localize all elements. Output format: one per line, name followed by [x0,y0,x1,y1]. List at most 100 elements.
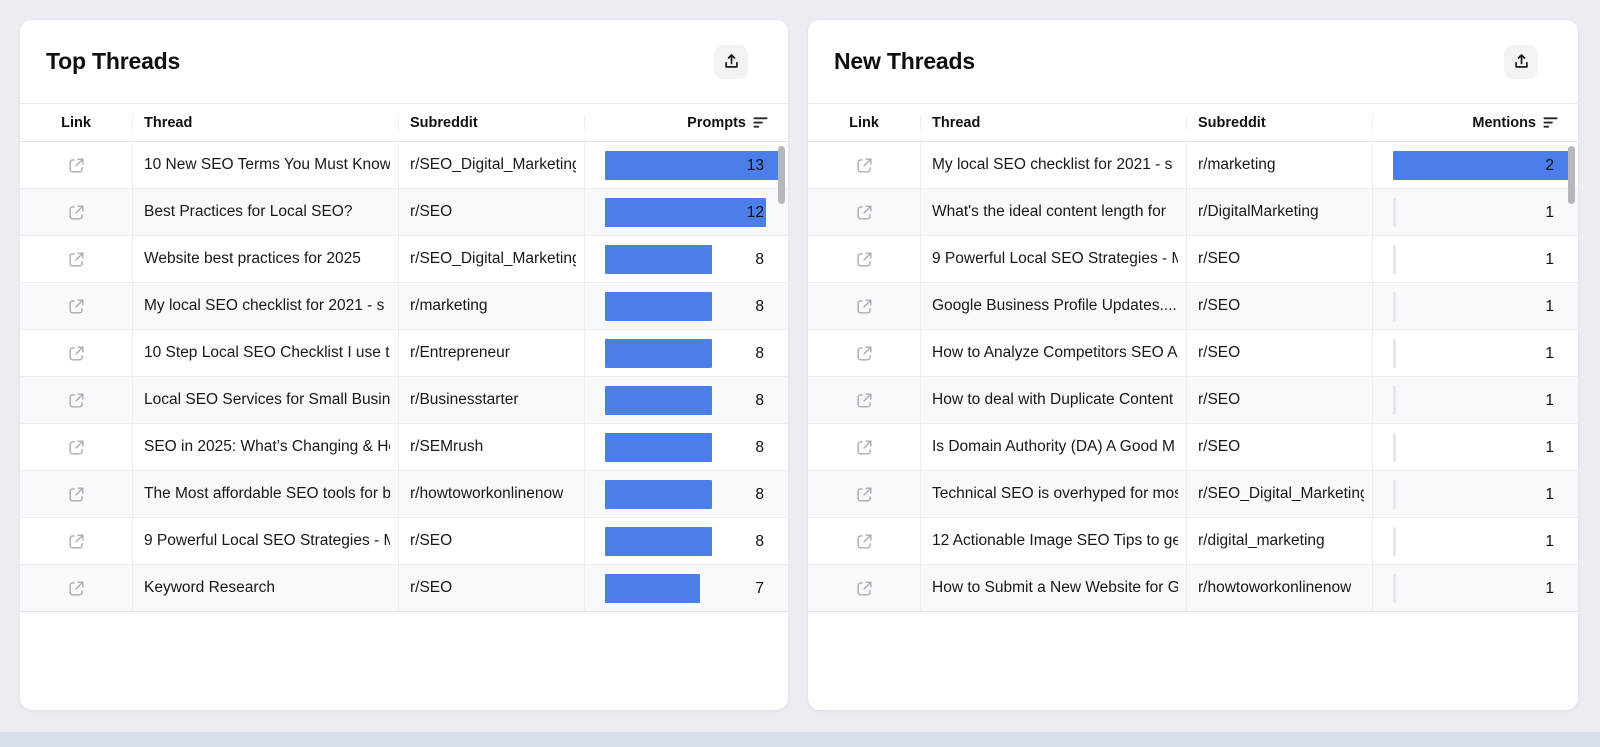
external-link-icon[interactable] [67,250,86,269]
bar-track [1393,386,1570,415]
thread-cell: Google Business Profile Updates..... [921,283,1187,329]
value-label: 7 [755,579,764,597]
thread-cell: Website best practices for 2025 [133,236,399,282]
value-cell: 1 [1373,377,1578,423]
table-row: 10 Step Local SEO Checklist I use t r/En… [20,330,788,377]
value-cell: 8 [585,330,788,376]
bar-track [605,574,780,603]
value-cell: 8 [585,283,788,329]
bar-track [1393,198,1570,227]
table-row: Is Domain Authority (DA) A Good M r/SEO … [808,424,1578,471]
thread-cell: My local SEO checklist for 2021 - s [133,283,399,329]
external-link-icon[interactable] [855,391,874,410]
sort-descending-icon[interactable] [753,115,768,130]
column-header-value[interactable]: Prompts [585,115,788,131]
external-link-icon[interactable] [67,579,86,598]
table-body: 10 New SEO Terms You Must Know r/SEO_Dig… [20,142,788,612]
external-link-icon[interactable] [67,344,86,363]
bar-track [1393,527,1570,556]
value-cell: 12 [585,189,788,235]
value-label: 2 [1545,156,1554,174]
link-cell [808,565,921,611]
value-bar [605,339,712,368]
value-label: 8 [755,532,764,550]
value-label: 1 [1545,579,1554,597]
table-header-row: Link Thread Subreddit Prompts [20,104,788,142]
thread-cell: How to Analyze Competitors SEO A [921,330,1187,376]
value-bar [605,292,712,321]
thread-title: Google Business Profile Updates..... [932,297,1178,314]
value-label: 1 [1545,250,1554,268]
value-label: 8 [755,391,764,409]
subreddit-name: r/SEO [410,203,453,220]
subreddit-cell: r/SEO_Digital_Marketing [399,236,585,282]
subreddit-cell: r/SEO [399,189,585,235]
subreddit-name: r/Entrepreneur [410,344,510,361]
subreddit-cell: r/SEO [399,518,585,564]
external-link-icon[interactable] [855,438,874,457]
value-cell: 2 [1373,142,1578,188]
external-link-icon[interactable] [855,156,874,175]
thread-cell: How to deal with Duplicate Content [921,377,1187,423]
thread-title: How to Submit a New Website for G [932,579,1178,596]
link-cell [20,424,133,470]
table-row: Keyword Research r/SEO 7 [20,565,788,612]
subreddit-cell: r/SEO [1187,424,1373,470]
external-link-icon[interactable] [67,438,86,457]
thread-title: 12 Actionable Image SEO Tips to ge [932,532,1178,549]
value-cell: 1 [1373,471,1578,517]
external-link-icon[interactable] [855,344,874,363]
subreddit-cell: r/SEMrush [399,424,585,470]
vertical-scrollbar[interactable] [778,146,785,204]
external-link-icon[interactable] [67,532,86,551]
link-cell [808,236,921,282]
subreddit-cell: r/howtoworkonlinenow [1187,565,1373,611]
thread-title: 10 Step Local SEO Checklist I use t [144,344,390,361]
table-row: The Most affordable SEO tools for b r/ho… [20,471,788,518]
export-button[interactable] [1504,44,1538,79]
value-label: 8 [755,250,764,268]
thread-cell: 9 Powerful Local SEO Strategies - M [133,518,399,564]
value-bar [605,527,712,556]
external-link-icon[interactable] [855,579,874,598]
value-bar [1393,198,1396,227]
subreddit-name: r/digital_marketing [1198,532,1325,549]
column-header-link: Link [808,114,921,131]
column-header-value[interactable]: Mentions [1373,115,1578,131]
subreddit-name: r/Businesstarter [410,391,519,408]
bar-track [1393,433,1570,462]
subreddit-cell: r/SEO_Digital_Marketing [399,142,585,188]
subreddit-name: r/SEO [1198,391,1241,408]
external-link-icon[interactable] [855,485,874,504]
link-cell [20,565,133,611]
external-link-icon[interactable] [67,485,86,504]
value-bar [1393,292,1396,321]
value-bar [605,386,712,415]
external-link-icon[interactable] [855,250,874,269]
link-cell [808,142,921,188]
subreddit-name: r/SEO [1198,250,1241,267]
vertical-scrollbar[interactable] [1568,146,1575,204]
external-link-icon[interactable] [67,391,86,410]
link-cell [808,518,921,564]
thread-cell: What's the ideal content length for [921,189,1187,235]
external-link-icon[interactable] [855,203,874,222]
thread-title: How to deal with Duplicate Content [932,391,1174,408]
link-cell [808,283,921,329]
thread-title: SEO in 2025: What’s Changing & Ho [144,438,390,455]
column-header-value-label: Prompts [687,114,746,131]
thread-cell: Keyword Research [133,565,399,611]
thread-title: Keyword Research [144,579,275,596]
subreddit-name: r/SEO_Digital_Marketing [410,156,576,173]
external-link-icon[interactable] [855,297,874,316]
external-link-icon[interactable] [855,532,874,551]
external-link-icon[interactable] [67,297,86,316]
external-link-icon[interactable] [67,203,86,222]
column-header-thread: Thread [921,114,1187,131]
sort-descending-icon[interactable] [1543,115,1558,130]
external-link-icon[interactable] [67,156,86,175]
export-button[interactable] [714,44,748,79]
value-bar [1393,433,1396,462]
value-bar [605,574,700,603]
panel-header: New Threads [808,20,1578,103]
